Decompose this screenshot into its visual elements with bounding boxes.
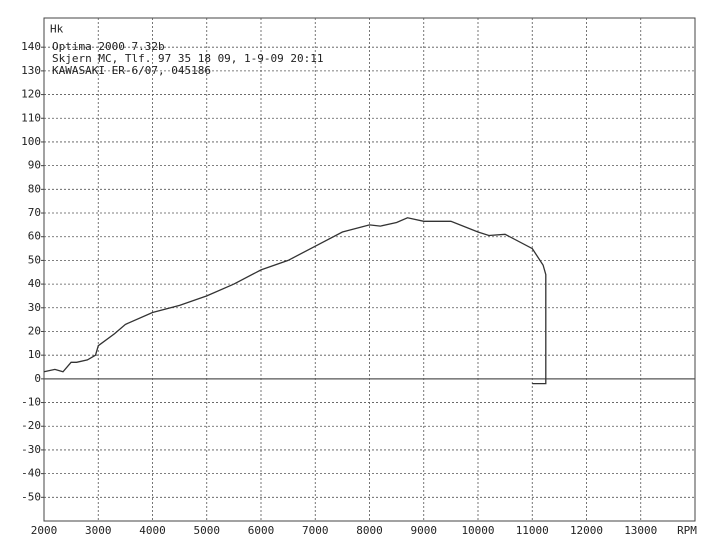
y-tick-label: 80 <box>28 182 41 195</box>
y-tick-label: 40 <box>28 277 41 290</box>
annotation: KAWASAKI ER-6/07, 045186 <box>52 64 211 77</box>
y-tick-label: 130 <box>21 64 41 77</box>
y-tick-label: -30 <box>21 443 41 456</box>
x-tick-label: 12000 <box>570 524 603 537</box>
y-tick-label: 10 <box>28 348 41 361</box>
x-tick-label: 5000 <box>194 524 221 537</box>
y-tick-label: -20 <box>21 419 41 432</box>
y-tick-label: 30 <box>28 301 41 314</box>
y-axis-label: Hk <box>50 23 64 36</box>
x-tick-label: 3000 <box>85 524 112 537</box>
y-tick-label: 0 <box>34 372 41 385</box>
y-tick-label: 140 <box>21 40 41 53</box>
x-tick-label: 13000 <box>624 524 657 537</box>
y-tick-label: -10 <box>21 396 41 409</box>
annotation: Optima 2000 7.32b <box>52 40 165 53</box>
y-tick-label: 20 <box>28 324 41 337</box>
y-tick-label: 60 <box>28 230 41 243</box>
y-tick-label: 50 <box>28 253 41 266</box>
power-curve <box>43 217 547 385</box>
x-tick-label: 8000 <box>356 524 383 537</box>
x-tick-label: 4000 <box>139 524 166 537</box>
x-tick-label: 9000 <box>411 524 438 537</box>
x-tick-label: 2000 <box>31 524 58 537</box>
y-tick-label: 70 <box>28 206 41 219</box>
y-tick-label: -50 <box>21 490 41 503</box>
x-tick-label: 10000 <box>461 524 494 537</box>
annotation: Skjern MC, Tlf. 97 35 18 09, 1-9-09 20:1… <box>52 52 324 65</box>
y-tick-label: 120 <box>21 88 41 101</box>
x-tick-label: 11000 <box>516 524 549 537</box>
x-tick-label: 7000 <box>302 524 329 537</box>
plot-frame <box>43 17 696 522</box>
x-tick-label: 6000 <box>248 524 275 537</box>
y-tick-label: 90 <box>28 159 41 172</box>
y-tick-label: -40 <box>21 467 41 480</box>
y-tick-label: 110 <box>21 111 41 124</box>
y-tick-label: 100 <box>21 135 41 148</box>
x-axis-label: RPM <box>677 524 697 537</box>
